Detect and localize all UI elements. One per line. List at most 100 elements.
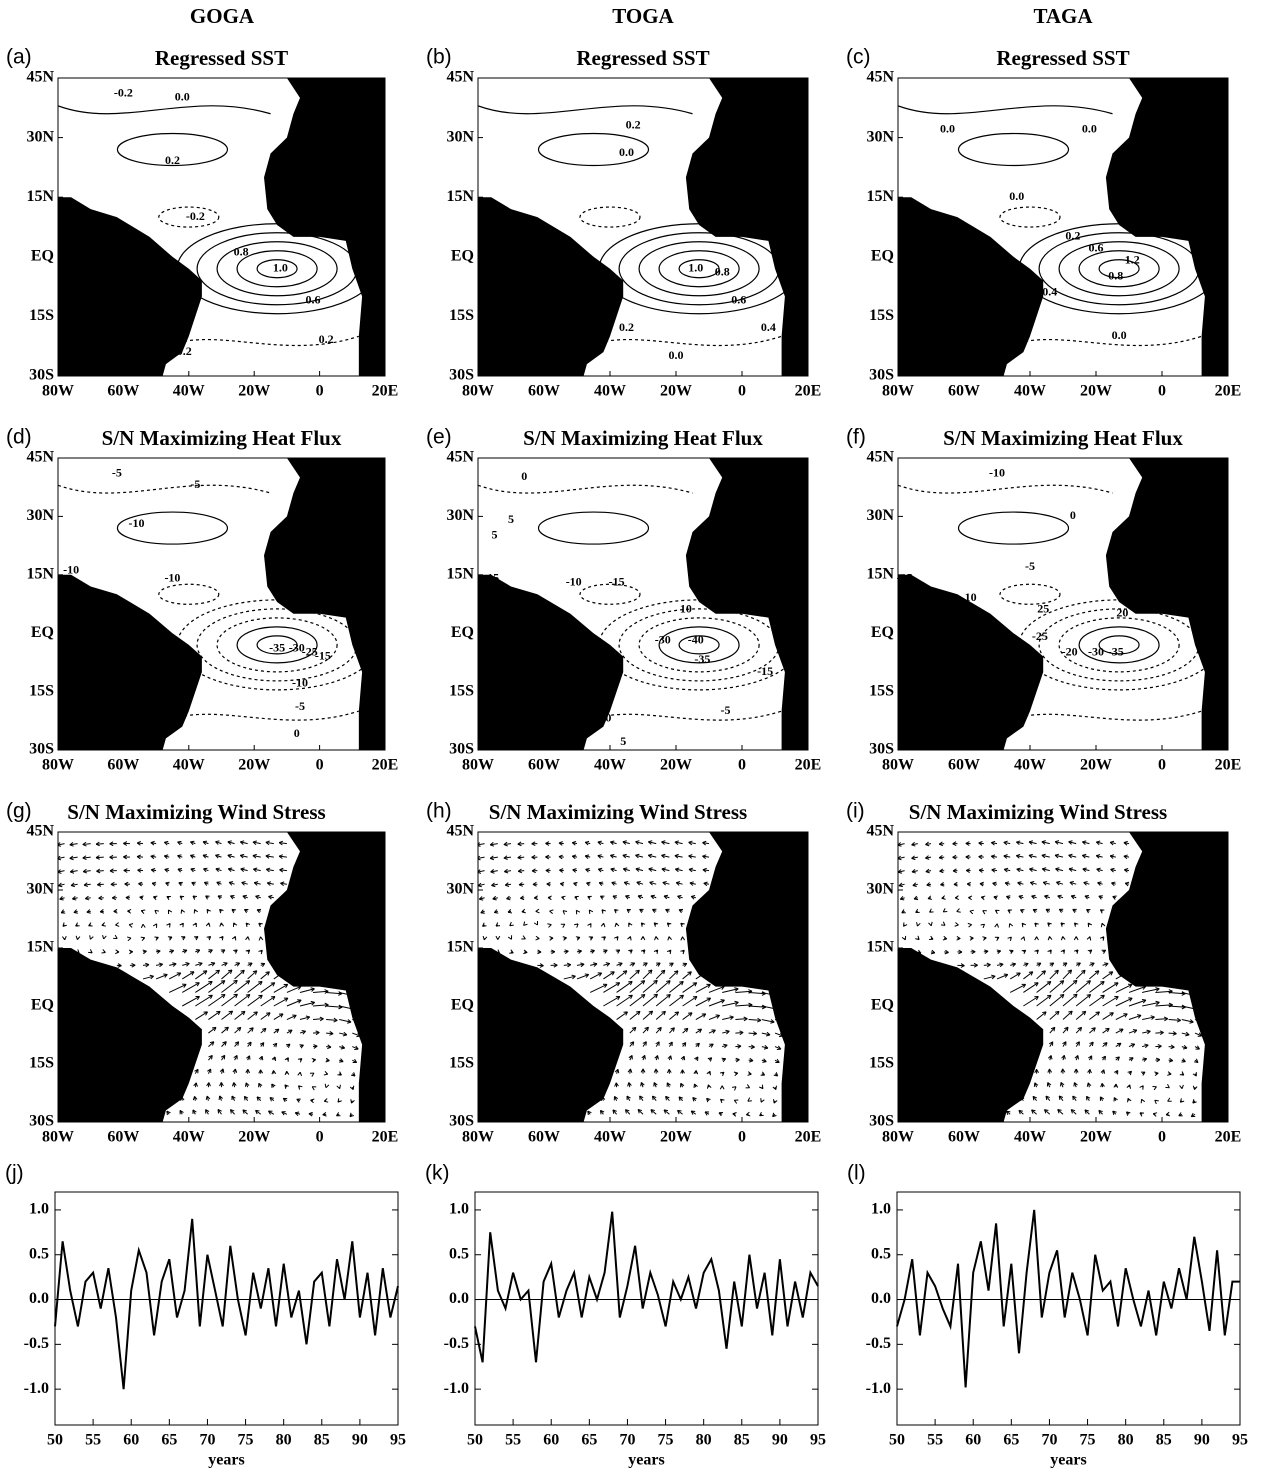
lon-tick-label: 20E (795, 757, 822, 774)
lat-tick-label: 30N (866, 507, 894, 524)
contour-label: -25 (1032, 629, 1048, 643)
arrow-head (256, 1110, 260, 1111)
arrow-head (1032, 895, 1036, 896)
map-panel: 0.20.01.00.80.60.40.20.0-0.4(b)Regressed… (426, 46, 821, 400)
lat-tick-label: 30S (29, 1113, 54, 1130)
contour-label: 5 (508, 512, 514, 526)
x-tick-label: 65 (581, 1432, 597, 1449)
lat-tick-label: EQ (31, 624, 54, 641)
contour-label: -35 (269, 641, 285, 655)
map-panel: -0.20.00.2-0.20.81.00.60.2-0.2(a)Regress… (6, 46, 398, 400)
arrow-head (624, 882, 628, 883)
arrow-head (222, 936, 223, 940)
contour-label: 10 (965, 590, 977, 604)
lon-tick-label: 60W (528, 1129, 560, 1146)
arrow-head (1155, 1100, 1159, 1101)
panel-title: S/N Maximizing Heat Flux (523, 426, 763, 450)
map-area (478, 78, 808, 376)
arrow-head (630, 936, 631, 940)
contour-label: 0.6 (1089, 241, 1104, 255)
contour-label: -15 (897, 570, 913, 584)
lon-tick-label: 0 (1158, 383, 1166, 400)
x-tick-label: 95 (390, 1432, 406, 1449)
arrow-head (90, 935, 91, 939)
contour-label: 0.4 (1042, 284, 1057, 298)
lon-tick-label: 20E (1215, 757, 1242, 774)
x-axis-label: years (208, 1452, 244, 1469)
lat-tick-label: 15S (449, 307, 474, 324)
arrow-head (900, 899, 904, 900)
lat-tick-label: EQ (31, 997, 54, 1014)
lat-tick-label: 30S (449, 1113, 474, 1130)
lat-tick-label: EQ (31, 247, 54, 264)
lon-tick-label: 60W (107, 1129, 139, 1146)
contour-label: -30 (1088, 644, 1104, 658)
y-tick-label: 0.5 (29, 1245, 49, 1262)
arrow-head (1006, 896, 1010, 897)
arrow-head (190, 841, 194, 842)
lat-tick-label: 15N (26, 565, 54, 582)
arrow-head (243, 895, 247, 896)
panel-title: S/N Maximizing Heat Flux (102, 426, 342, 450)
lon-tick-label: 60W (948, 1129, 980, 1146)
lon-tick-label: 60W (107, 383, 139, 400)
x-tick-label: 60 (965, 1432, 981, 1449)
contour-label: -20 (1062, 644, 1078, 658)
contour-label: 0.0 (175, 90, 190, 104)
arrow-head (612, 882, 616, 883)
lat-tick-label: 15N (26, 939, 54, 956)
arrow-head (353, 1086, 354, 1090)
arrow-head (263, 1043, 264, 1047)
arrow-head (166, 882, 170, 883)
arrow-head (1064, 950, 1065, 954)
lon-tick-label: 20E (795, 383, 822, 400)
y-tick-label: 1.0 (29, 1201, 49, 1218)
lon-tick-label: 40W (1014, 757, 1046, 774)
arrow-head (1078, 1055, 1079, 1059)
x-tick-label: 75 (658, 1432, 674, 1449)
x-tick-label: 80 (1118, 1432, 1134, 1449)
lat-tick-label: 30S (869, 367, 894, 384)
contour-label: 5 (620, 734, 626, 748)
contour-label: 0 (521, 469, 527, 483)
lat-tick-label: 45N (866, 823, 894, 840)
lon-tick-label: 20W (660, 383, 692, 400)
arrow-head (153, 896, 157, 897)
arrow-head (245, 1083, 246, 1087)
lat-tick-label: 15S (449, 682, 474, 699)
y-tick-label: 0.5 (449, 1245, 469, 1262)
contour-label: -15 (315, 648, 331, 662)
lon-tick-label: 80W (42, 1129, 74, 1146)
arrow-head (941, 925, 945, 926)
lat-tick-label: 45N (866, 449, 894, 466)
contour-label: 0 (1004, 679, 1010, 693)
lat-tick-label: 45N (866, 69, 894, 86)
contour-label: 0.0 (1009, 189, 1024, 203)
lon-tick-label: 20W (238, 1129, 270, 1146)
arrow-head (211, 962, 215, 963)
lon-tick-label: 80W (42, 383, 74, 400)
lat-tick-label: 45N (446, 823, 474, 840)
arrow-head (1143, 1058, 1147, 1059)
lon-tick-label: 20E (795, 1129, 822, 1146)
lat-tick-label: EQ (451, 624, 474, 641)
contour-label: 0.6 (731, 292, 746, 306)
arrow-head (216, 868, 220, 869)
arrow-head (251, 1042, 252, 1046)
contour-label: 10 (680, 602, 692, 616)
lon-tick-label: 80W (462, 383, 494, 400)
lon-tick-label: 80W (882, 757, 914, 774)
lon-tick-label: 20E (372, 383, 399, 400)
lat-tick-label: 45N (26, 823, 54, 840)
contour-label: 0.0 (1112, 328, 1127, 342)
lon-tick-label: 0 (316, 383, 324, 400)
lat-tick-label: 30N (446, 128, 474, 145)
arrow-head (203, 868, 207, 869)
lat-tick-label: 30S (869, 741, 894, 758)
arrow-head (229, 882, 233, 883)
x-tick-label: 55 (505, 1432, 521, 1449)
panel-title: S/N Maximizing Wind Stress (909, 800, 1167, 824)
contour-label: -30 (655, 633, 671, 647)
contour-label: 0.8 (234, 245, 249, 259)
panel-label: (l) (847, 1162, 866, 1185)
